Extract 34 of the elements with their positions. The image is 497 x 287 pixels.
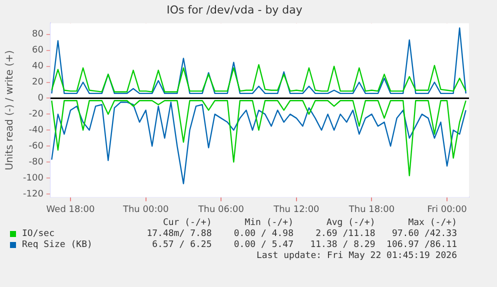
y-tick-label: -100 xyxy=(22,173,44,184)
text: Max (-/+) xyxy=(407,218,457,228)
y-tick-label: 60 xyxy=(32,46,44,56)
x-tick-label: Thu 18:00 xyxy=(348,204,395,215)
text: 6.57 / 6.25 xyxy=(151,240,212,250)
legend-label: Req Size (KB) xyxy=(22,240,92,250)
x-tick-label: Wed 18:00 xyxy=(46,204,95,215)
x-tick-label: Fri 00:00 xyxy=(427,204,468,215)
text: 0.00 / 4.98 xyxy=(232,229,294,239)
y-tick-label: 0 xyxy=(38,94,44,104)
y-tick-label: 40 xyxy=(32,62,44,72)
x-tick-label: Thu 12:00 xyxy=(272,204,320,215)
text: Min (-/+) xyxy=(244,218,294,228)
text: Cur (-/+) xyxy=(162,218,212,228)
text: 2.69 /11.18 xyxy=(314,229,376,239)
y-tick-label: -80 xyxy=(28,157,44,168)
x-tick-label: Thu 06:00 xyxy=(197,204,244,215)
text: 11.38 / 8.29 xyxy=(309,240,376,250)
y-tick-label: -40 xyxy=(28,126,44,136)
x-tick-label: Thu 00:00 xyxy=(122,204,169,215)
y-tick-label: 80 xyxy=(32,30,44,40)
y-tick-label: -60 xyxy=(28,141,44,152)
text: 0.00 / 5.47 xyxy=(232,240,294,250)
y-tick-label: 20 xyxy=(32,78,44,88)
text: 97.60 /42.33 xyxy=(390,229,457,239)
text: Avg (-/+) xyxy=(325,218,376,228)
text: 106.97 /86.11 xyxy=(386,240,457,250)
y-tick-label: -20 xyxy=(28,110,44,120)
legend-label: IO/sec xyxy=(22,229,55,239)
text: Last update: Fri May 22 01:45:19 2026 xyxy=(256,251,457,261)
y-tick-label: -120 xyxy=(22,189,44,200)
text: 17.48m/ 7.88 xyxy=(146,229,212,239)
y-axis-title: Units read (-) / write (+) xyxy=(4,50,16,170)
chart-title: IOs for /dev/vda - by day xyxy=(166,3,303,16)
